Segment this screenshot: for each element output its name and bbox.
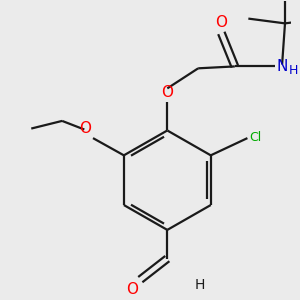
Text: O: O bbox=[215, 15, 227, 30]
Text: N: N bbox=[276, 59, 288, 74]
Text: H: H bbox=[289, 64, 298, 77]
Text: Cl: Cl bbox=[249, 131, 262, 144]
Text: O: O bbox=[161, 85, 173, 100]
Text: O: O bbox=[126, 283, 138, 298]
Text: O: O bbox=[79, 121, 91, 136]
Text: H: H bbox=[194, 278, 205, 292]
